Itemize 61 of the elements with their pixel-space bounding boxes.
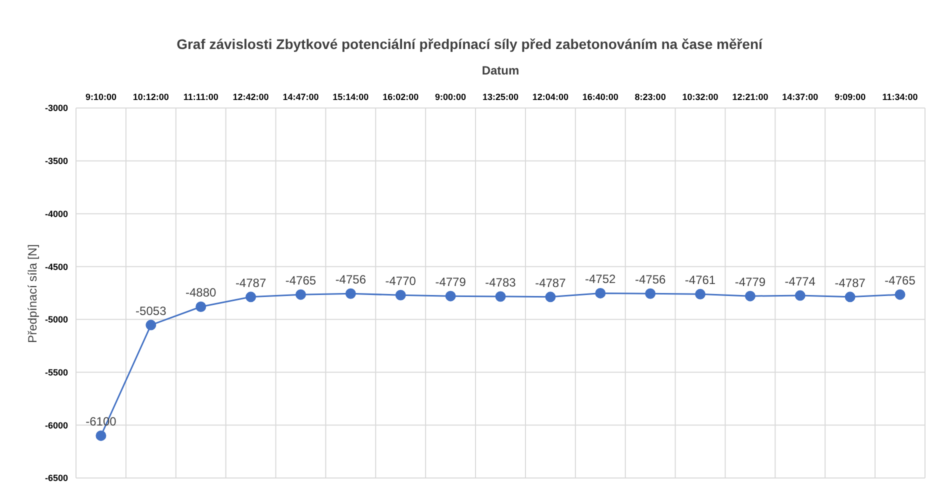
- data-label: -4770: [385, 274, 416, 288]
- x-tick-label: 9:10:00: [85, 92, 116, 102]
- x-tick-label: 11:11:00: [183, 92, 218, 102]
- data-label: -4880: [186, 286, 217, 300]
- x-tick-label: 16:40:00: [582, 92, 618, 102]
- y-tick-label: -5000: [44, 314, 68, 325]
- data-label: -4783: [485, 275, 516, 290]
- point: [196, 301, 206, 312]
- x-tick-label: 16:02:00: [382, 92, 419, 102]
- point: [246, 292, 256, 302]
- point: [844, 292, 856, 302]
- x-tick-label: 10:32:00: [682, 92, 718, 102]
- data-label: -4779: [734, 275, 766, 290]
- point: [894, 289, 906, 300]
- y-tick-label: -5500: [44, 367, 68, 378]
- data-label: -4756: [335, 272, 366, 287]
- y-tick-label: -6500: [44, 473, 68, 484]
- x-tick-label: 13:25:00: [482, 92, 519, 102]
- point: [794, 290, 806, 301]
- x-tick-label: 14:37:00: [782, 92, 818, 102]
- x-tick-label: 11:34:00: [882, 92, 918, 102]
- y-tick-label: -3000: [44, 103, 68, 114]
- point: [395, 290, 406, 300]
- y-tick-label: -3500: [44, 156, 68, 166]
- y-tick-label: -4000: [44, 208, 68, 219]
- point: [495, 291, 506, 302]
- y-tick-label: -6000: [44, 420, 68, 430]
- x-tick-label: 14:47:00: [282, 92, 319, 102]
- x-tick-label: 10:12:00: [132, 92, 169, 102]
- x-tick-label: 12:04:00: [532, 92, 568, 102]
- x-tick-label: 12:42:00: [232, 92, 269, 102]
- x-axis-title: Datum: [482, 64, 520, 78]
- x-tick-label: 12:21:00: [732, 92, 768, 102]
- point: [96, 430, 106, 441]
- data-label: -4761: [684, 273, 716, 288]
- data-label: -4779: [435, 275, 466, 290]
- point: [645, 288, 656, 299]
- point: [545, 292, 556, 302]
- point: [146, 320, 156, 330]
- data-label: -4787: [535, 276, 566, 290]
- data-label: -4787: [834, 276, 866, 290]
- data-label: -4765: [285, 274, 316, 288]
- chart-title: Graf závislosti Zbytkové potenciální předpínací síly před zabetonováním na čase měření: [176, 35, 764, 54]
- x-tick-label: 9:09:00: [834, 92, 866, 102]
- point: [295, 289, 306, 300]
- data-label: -4756: [634, 272, 666, 287]
- point: [595, 288, 606, 298]
- y-tick-label: -4500: [44, 262, 68, 272]
- data-label: -4765: [884, 274, 916, 288]
- point: [695, 288, 706, 300]
- data-label: -5053: [136, 304, 167, 318]
- point: [445, 290, 456, 302]
- data-label: -4774: [784, 274, 816, 289]
- data-label: -4787: [235, 276, 266, 290]
- point: [744, 290, 756, 302]
- data-label: -4752: [585, 272, 616, 286]
- x-tick-label: 8:23:00: [634, 92, 666, 102]
- x-tick-label: 15:14:00: [332, 92, 369, 102]
- point: [345, 288, 356, 299]
- y-axis-title: Předpínací síla [N]: [25, 244, 40, 343]
- x-tick-label: 9:00:00: [435, 92, 466, 102]
